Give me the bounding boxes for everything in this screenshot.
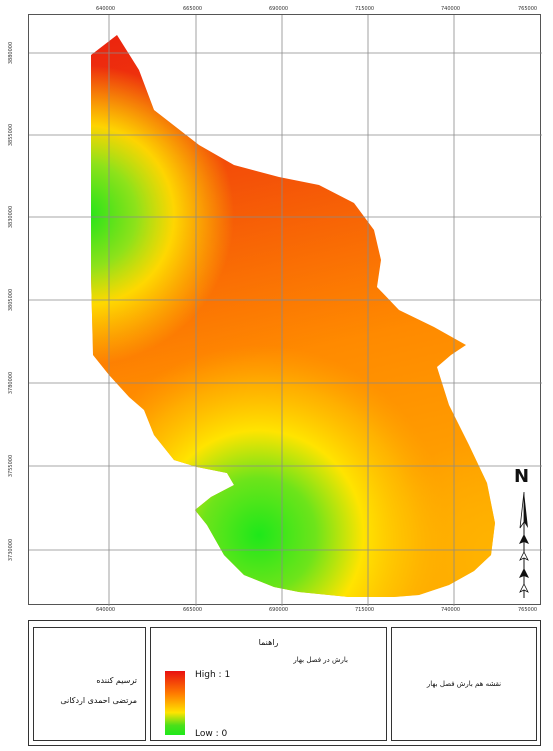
grid-label-top-x1: 640000 — [96, 6, 116, 12]
grid-label-bottom-x1: 640000 — [96, 607, 116, 613]
map-footer: ترسیم کننده مرتضی احمدی اردکانی راهنما ب… — [28, 620, 541, 746]
map-title: نقشه هم بارش فصل بهار — [426, 680, 502, 688]
grid-label-bottom-x2: 665000 — [183, 607, 203, 613]
grid-label-bottom-x3: 690000 — [269, 607, 289, 613]
grid-label-top-x3: 690000 — [269, 6, 289, 12]
map-canvas — [29, 15, 542, 606]
grid-label-left-y1: 3880000 — [8, 41, 15, 65]
grid-label-left-y5: 3780000 — [8, 371, 15, 395]
grid-label-left-y7: 3730000 — [8, 538, 15, 562]
grid-label-left-y6: 3755000 — [8, 454, 15, 478]
legend-subtitle: بارش در فصل بهار — [293, 656, 348, 664]
map-frame — [28, 14, 542, 606]
grid-label-top-x4: 715000 — [355, 6, 375, 12]
grid-label-left-y2: 3855000 — [8, 123, 15, 147]
title-box: نقشه هم بارش فصل بهار — [391, 627, 537, 741]
grid-label-top-x5: 740000 — [441, 6, 461, 12]
color-ramp — [165, 671, 185, 735]
grid-label-bottom-x6: 765000 — [518, 607, 538, 613]
grid-label-bottom-x4: 715000 — [355, 607, 375, 613]
author-box: ترسیم کننده مرتضی احمدی اردکانی — [33, 627, 146, 741]
grid-label-left-y4: 3805000 — [8, 288, 15, 312]
precipitation-surface — [91, 35, 495, 597]
grid-label-left-y3: 3830000 — [8, 205, 15, 229]
legend-box: راهنما بارش در فصل بهار High : 1 Low : 0 — [150, 627, 387, 741]
grid-label-top-x6: 765000 — [518, 6, 538, 12]
grid-label-top-x2: 665000 — [183, 6, 203, 12]
graticule — [29, 15, 542, 606]
author-label: ترسیم کننده — [96, 676, 137, 685]
north-arrow-label: N — [514, 466, 530, 487]
grid-label-bottom-x5: 740000 — [441, 607, 461, 613]
legend-low-label: Low : 0 — [195, 729, 228, 739]
author-name: مرتضی احمدی اردکانی — [60, 696, 137, 705]
north-arrow-icon — [519, 491, 529, 598]
legend-high-label: High : 1 — [195, 670, 231, 680]
legend-heading: راهنما — [258, 638, 279, 647]
